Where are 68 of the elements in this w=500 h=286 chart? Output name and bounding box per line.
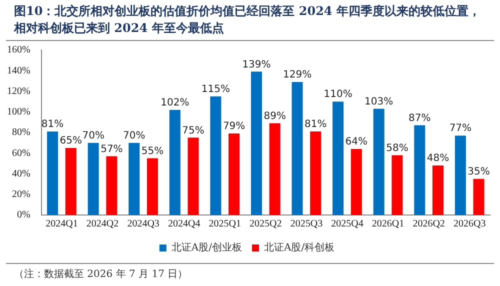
data-label: 79% xyxy=(222,121,246,132)
x-tick-label: 2026Q1 xyxy=(372,218,404,230)
y-tick-label: 80% xyxy=(12,127,30,138)
data-label: 81% xyxy=(41,119,64,130)
x-tick-label: 2024Q2 xyxy=(86,218,119,230)
data-label: 70% xyxy=(82,130,104,142)
bar xyxy=(47,131,58,215)
x-tick-label: 2025Q3 xyxy=(290,218,323,230)
data-label: 35% xyxy=(468,166,490,178)
data-label: 58% xyxy=(386,142,408,154)
y-tick-label: 60% xyxy=(12,148,30,159)
bar xyxy=(432,166,444,215)
data-label: 48% xyxy=(426,153,450,164)
bar xyxy=(392,155,403,215)
bar xyxy=(310,131,322,215)
bar xyxy=(228,134,240,215)
bar xyxy=(332,102,344,215)
y-tick-label: 140% xyxy=(6,65,30,76)
data-label: 139% xyxy=(242,59,271,70)
data-label: 65% xyxy=(60,136,82,147)
data-label: 102% xyxy=(160,97,190,108)
bar xyxy=(269,123,280,215)
data-label: 77% xyxy=(449,123,472,134)
x-tick-label: 2024Q3 xyxy=(127,218,160,230)
y-tick-label: 120% xyxy=(6,86,30,97)
data-label: 103% xyxy=(364,96,394,108)
y-tick-label: 0% xyxy=(16,210,30,221)
bar xyxy=(169,110,180,215)
legend-label: 北证A股/科创板 xyxy=(264,242,335,254)
chart-title: 图10：北交所相对创业板的估值折价均值已经回落至 2024 年四季度以来的较低位置，相对科创板已来到 2024 年至今最低点 xyxy=(6,0,494,41)
x-tick-label: 2025Q1 xyxy=(208,218,241,230)
data-label: 70% xyxy=(123,130,146,142)
y-tick-label: 160% xyxy=(6,44,30,56)
bar xyxy=(373,108,384,215)
data-label: 129% xyxy=(282,70,312,81)
bar xyxy=(250,72,262,215)
data-label: 55% xyxy=(141,146,164,157)
bar xyxy=(292,82,303,215)
x-tick-label: 2026Q2 xyxy=(412,218,445,230)
bar xyxy=(106,156,118,215)
y-tick-label: 100% xyxy=(6,106,30,118)
data-label: 75% xyxy=(182,125,204,136)
x-tick-label: 2024Q4 xyxy=(168,218,200,230)
data-label: 89% xyxy=(264,110,286,122)
bar xyxy=(210,96,222,215)
bar xyxy=(128,142,140,215)
bar xyxy=(88,142,99,215)
bar xyxy=(146,158,158,215)
bar xyxy=(454,136,466,215)
bar xyxy=(350,149,362,215)
data-label: 115% xyxy=(201,84,230,95)
x-tick-label: 2025Q4 xyxy=(331,218,364,230)
text: （注：数据截至 2026 年 7 月 17 日） xyxy=(6,263,494,284)
y-tick-label: 20% xyxy=(12,189,30,200)
bar xyxy=(65,148,76,215)
bar xyxy=(188,138,199,215)
x-tick-label: 2024Q1 xyxy=(46,218,78,230)
y-tick-label: 40% xyxy=(12,168,30,180)
x-tick-label: 2026Q3 xyxy=(453,218,486,230)
data-label: 87% xyxy=(408,112,431,124)
bar xyxy=(414,125,426,215)
data-label: 110% xyxy=(324,89,352,100)
data-label: 81% xyxy=(304,119,327,130)
legend-label: 北证A股/创业板 xyxy=(171,242,242,254)
x-tick-label: 2025Q2 xyxy=(250,218,282,230)
data-label: 57% xyxy=(100,144,123,155)
bar xyxy=(473,178,484,215)
data-label: 64% xyxy=(345,136,368,148)
